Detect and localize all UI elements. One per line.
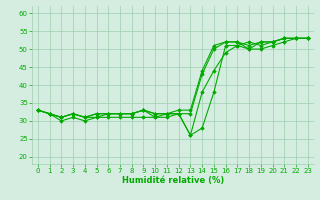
X-axis label: Humidité relative (%): Humidité relative (%): [122, 176, 224, 185]
